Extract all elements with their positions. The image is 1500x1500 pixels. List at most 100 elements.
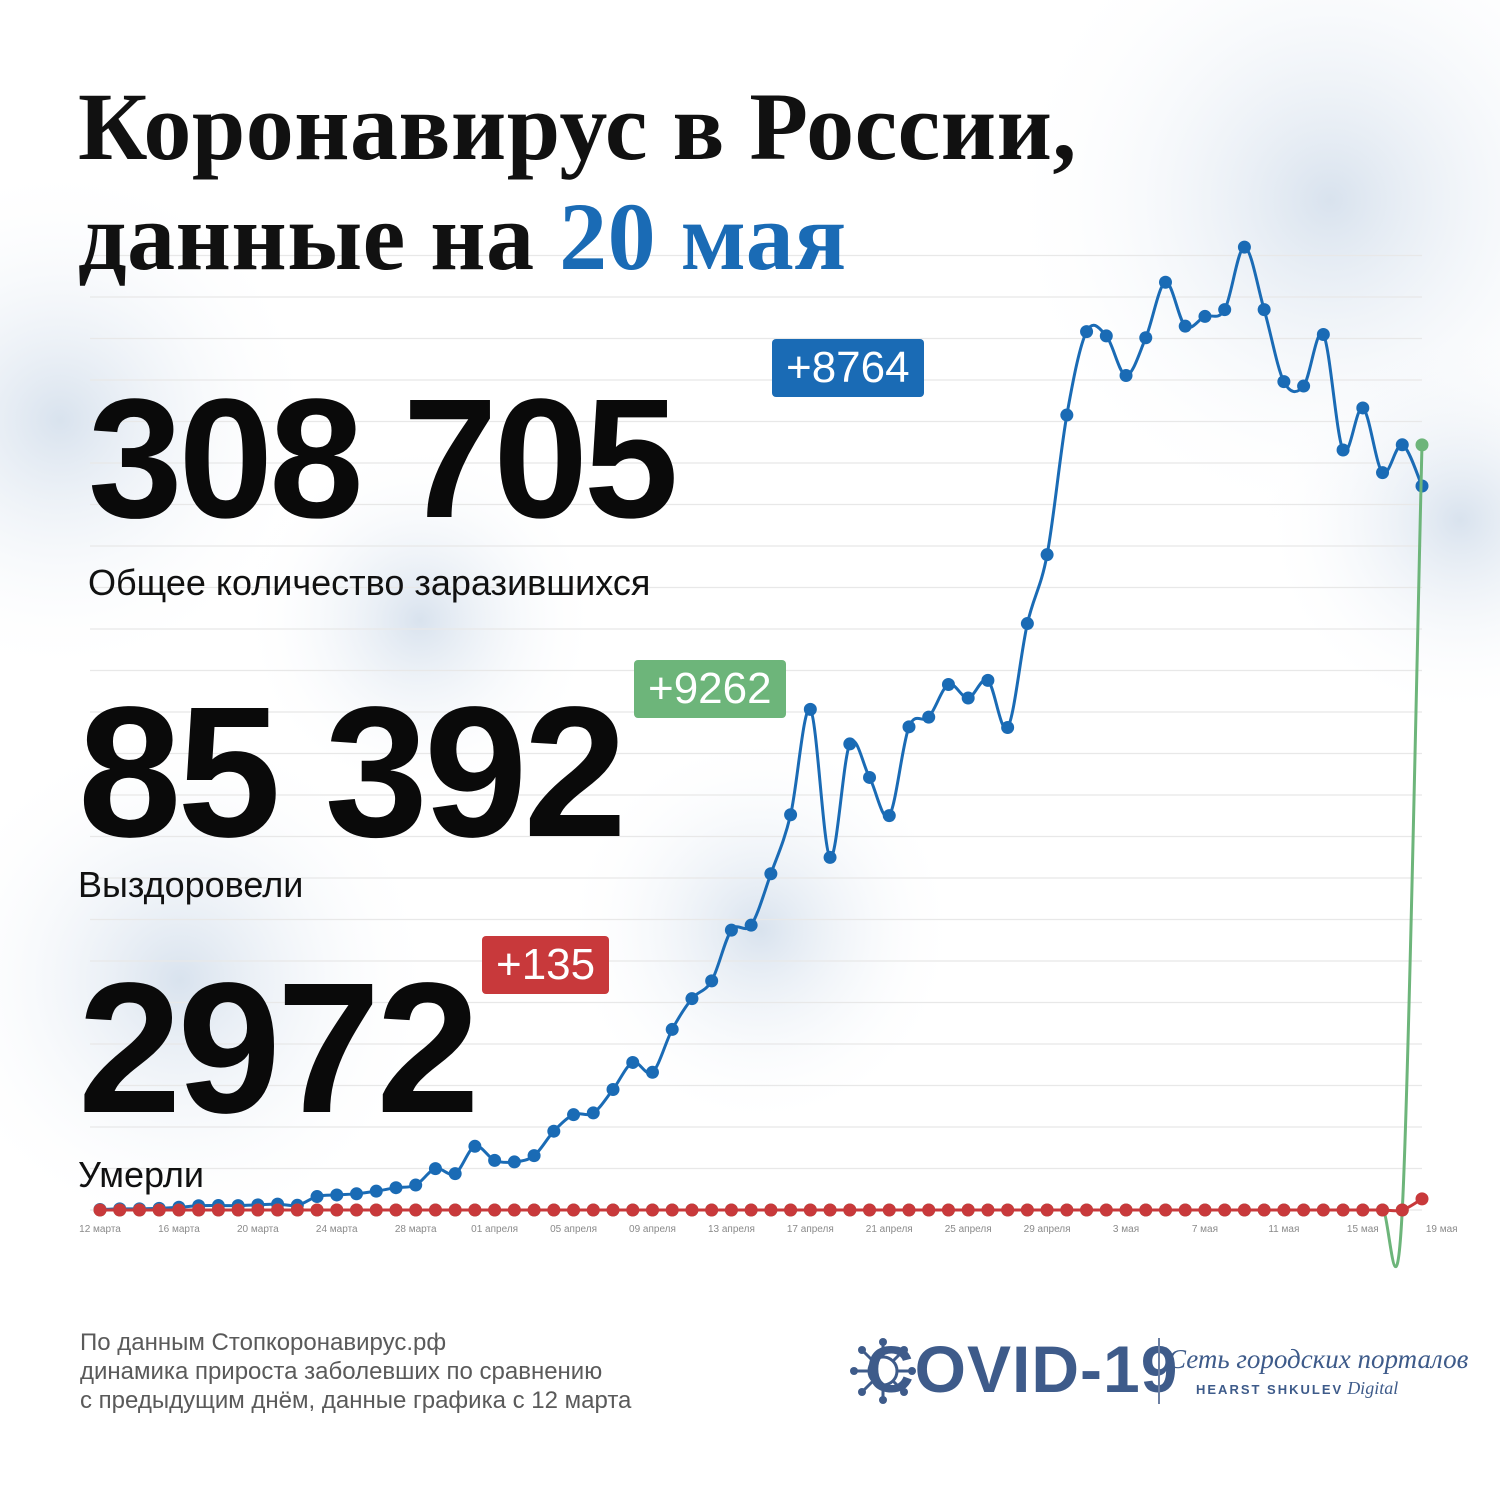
data-point [1415, 438, 1429, 452]
x-tick-label: 3 мая [1113, 1224, 1139, 1235]
data-point [744, 1203, 758, 1217]
data-point [1040, 548, 1054, 562]
data-point [231, 1203, 245, 1217]
data-point [1316, 1203, 1330, 1217]
data-point [113, 1203, 127, 1217]
data-point [1020, 617, 1034, 631]
data-point [1178, 1203, 1192, 1217]
x-tick-label: 25 апреля [945, 1224, 992, 1235]
data-point [1316, 328, 1330, 342]
data-point [567, 1203, 581, 1217]
data-point [409, 1203, 423, 1217]
data-point [1257, 1203, 1271, 1217]
data-point [1395, 438, 1409, 452]
data-point [1297, 379, 1311, 393]
data-point [705, 974, 719, 988]
recovered-label: Выздоровели [78, 864, 304, 905]
data-point [1099, 329, 1113, 343]
x-tick-label: 17 апреля [787, 1224, 834, 1235]
x-tick-label: 11 мая [1268, 1224, 1299, 1235]
data-point [1080, 1203, 1094, 1217]
data-point [1080, 325, 1094, 339]
virus-icon [850, 1338, 916, 1404]
data-point [468, 1203, 482, 1217]
data-point [211, 1203, 225, 1217]
deaths-delta-badge: +135 [482, 936, 610, 994]
data-point [586, 1203, 600, 1217]
data-point [1395, 1203, 1409, 1217]
deaths-value: 2972 [78, 945, 480, 1152]
data-point [350, 1187, 364, 1201]
data-point [409, 1178, 423, 1192]
data-point [330, 1188, 344, 1202]
page-title: Коронавирус в России, данные на 20 мая [78, 72, 1077, 292]
x-tick-label: 7 мая [1192, 1224, 1218, 1235]
data-point [1218, 1203, 1232, 1217]
data-point [448, 1203, 462, 1217]
data-point [784, 808, 798, 822]
data-point [1356, 401, 1370, 415]
footnote-line-1: По данным Стопкоронавирус.рф [80, 1329, 447, 1356]
title-line-2-prefix: данные на [78, 183, 560, 290]
data-point [310, 1203, 324, 1217]
data-point [1099, 1203, 1113, 1217]
data-point [310, 1190, 324, 1204]
portal-brand-name: HEARST SHKULEV [1196, 1382, 1344, 1397]
data-point [369, 1203, 383, 1217]
data-point [941, 678, 955, 692]
logo-divider [1158, 1338, 1160, 1404]
data-point [1218, 303, 1232, 317]
data-point [1336, 443, 1350, 457]
x-tick-label: 05 апреля [550, 1224, 597, 1235]
data-point [606, 1203, 620, 1217]
data-point [1001, 720, 1015, 734]
data-point [902, 720, 916, 734]
data-point [586, 1106, 600, 1120]
data-point [1356, 1203, 1370, 1217]
data-point [961, 1203, 975, 1217]
deaths-label: Умерли [78, 1154, 204, 1195]
data-point [882, 809, 896, 823]
data-point [1158, 275, 1172, 289]
data-point [724, 923, 738, 937]
portal-brand: HEARST SHKULEV Digital [1196, 1378, 1398, 1399]
data-point [1237, 1203, 1251, 1217]
data-point [882, 1203, 896, 1217]
data-point [192, 1203, 206, 1217]
data-point [764, 1203, 778, 1217]
x-tick-label: 21 апреля [866, 1224, 913, 1235]
data-point [1178, 319, 1192, 333]
portal-brand-sub: Digital [1347, 1378, 1399, 1398]
title-date: 20 мая [559, 183, 847, 290]
data-point [507, 1203, 521, 1217]
data-point [1119, 1203, 1133, 1217]
data-point [685, 992, 699, 1006]
data-point [922, 1203, 936, 1217]
data-point [507, 1155, 521, 1169]
data-point [665, 1203, 679, 1217]
x-tick-label: 29 апреля [1024, 1224, 1071, 1235]
x-tick-label: 28 марта [395, 1224, 437, 1235]
data-point [1198, 309, 1212, 323]
portal-name: Сеть городских порталов [1168, 1344, 1469, 1374]
x-axis-tick-labels: 12 марта 16 марта 20 марта 24 марта 28 марта… [79, 1224, 1457, 1235]
data-point [685, 1203, 699, 1217]
data-point [961, 691, 975, 705]
data-point [645, 1065, 659, 1079]
data-point [1119, 368, 1133, 382]
data-point [981, 673, 995, 687]
data-point [389, 1181, 403, 1195]
x-tick-label: 15 мая [1347, 1224, 1379, 1235]
x-tick-label: 01 апреля [471, 1224, 518, 1235]
data-point [823, 1203, 837, 1217]
data-point [290, 1203, 304, 1217]
data-point [823, 850, 837, 864]
data-point [941, 1203, 955, 1217]
x-tick-label: 19 мая [1426, 1224, 1458, 1235]
x-tick-label: 24 марта [316, 1224, 358, 1235]
data-point [1415, 1192, 1429, 1206]
data-point [1237, 240, 1251, 254]
data-point [428, 1162, 442, 1176]
data-point [1139, 1203, 1153, 1217]
recovered-value: 85 392 [78, 669, 627, 876]
